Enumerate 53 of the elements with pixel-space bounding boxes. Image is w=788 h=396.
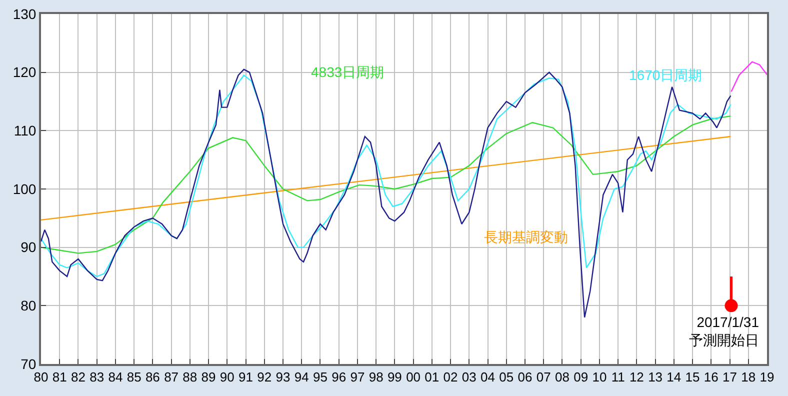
x-tick-label: 87 bbox=[164, 370, 179, 385]
y-tick-label: 110 bbox=[14, 122, 36, 139]
x-tick-label: 16 bbox=[704, 370, 718, 385]
y-tick-label: 130 bbox=[12, 6, 36, 22]
x-tick-label: 17 bbox=[722, 370, 738, 385]
x-tick-label: 95 bbox=[312, 370, 328, 385]
x-tick-label: 82 bbox=[70, 370, 86, 385]
text: 4833日周期 bbox=[311, 64, 384, 80]
x-tick-label: 09 bbox=[574, 370, 588, 385]
x-tick-label: 01 bbox=[424, 370, 440, 385]
x-tick-label: 02 bbox=[443, 370, 458, 385]
x-tick-label: 89 bbox=[201, 370, 216, 385]
x-tick-label: 15 bbox=[685, 370, 700, 385]
text: 長期基調変動 bbox=[484, 229, 568, 245]
x-tick-label: 10 bbox=[592, 370, 607, 385]
x-tick-label: 84 bbox=[108, 370, 123, 385]
x-tick-label: 93 bbox=[276, 370, 290, 385]
x-tick-label: 88 bbox=[182, 370, 198, 385]
x-tick-label: 85 bbox=[126, 370, 142, 385]
x-tick-label: 00 bbox=[406, 370, 421, 385]
x-tick-label: 91 bbox=[238, 370, 254, 385]
x-tick-label: 05 bbox=[499, 370, 514, 385]
x-tick-label: 03 bbox=[462, 370, 476, 385]
x-tick-label: 99 bbox=[387, 370, 402, 385]
line-series bbox=[730, 61, 767, 92]
x-tick-label: 19 bbox=[760, 370, 774, 385]
annotation: 2017/1/31 予測開始日 bbox=[689, 314, 760, 348]
x-tick-label: 97 bbox=[350, 370, 365, 385]
x-tick-label: 07 bbox=[536, 370, 551, 385]
x-tick-label: 04 bbox=[480, 370, 496, 385]
text: 1670日周期 bbox=[629, 67, 702, 83]
line-series bbox=[41, 115, 732, 254]
x-tick-label: 14 bbox=[666, 370, 682, 385]
x-tick-label: 13 bbox=[648, 370, 663, 385]
x-tick-label: 11 bbox=[611, 370, 625, 385]
x-tick-label: 18 bbox=[741, 370, 756, 385]
x-tick-label: 83 bbox=[90, 370, 104, 385]
y-tick-label: 120 bbox=[12, 64, 36, 80]
x-tick-label: 94 bbox=[294, 370, 309, 385]
x-tick-label: 12 bbox=[629, 370, 644, 385]
x-tick-label: 92 bbox=[257, 370, 272, 385]
y-tick-label: 80 bbox=[20, 298, 36, 314]
y-tick-label: 100 bbox=[12, 180, 36, 197]
y-tick-label: 90 bbox=[20, 239, 36, 256]
x-tick-label: 08 bbox=[554, 370, 570, 385]
y-tick-label: 70 bbox=[20, 356, 36, 372]
x-tick-label: 90 bbox=[220, 370, 234, 385]
x-tick-label: 96 bbox=[332, 370, 346, 385]
x-tick-label: 98 bbox=[368, 370, 384, 385]
x-tick-label: 81 bbox=[52, 370, 67, 385]
x-tick-label: 80 bbox=[34, 370, 48, 385]
x-tick-label: 86 bbox=[145, 370, 160, 385]
x-tick-label: 06 bbox=[518, 370, 532, 385]
